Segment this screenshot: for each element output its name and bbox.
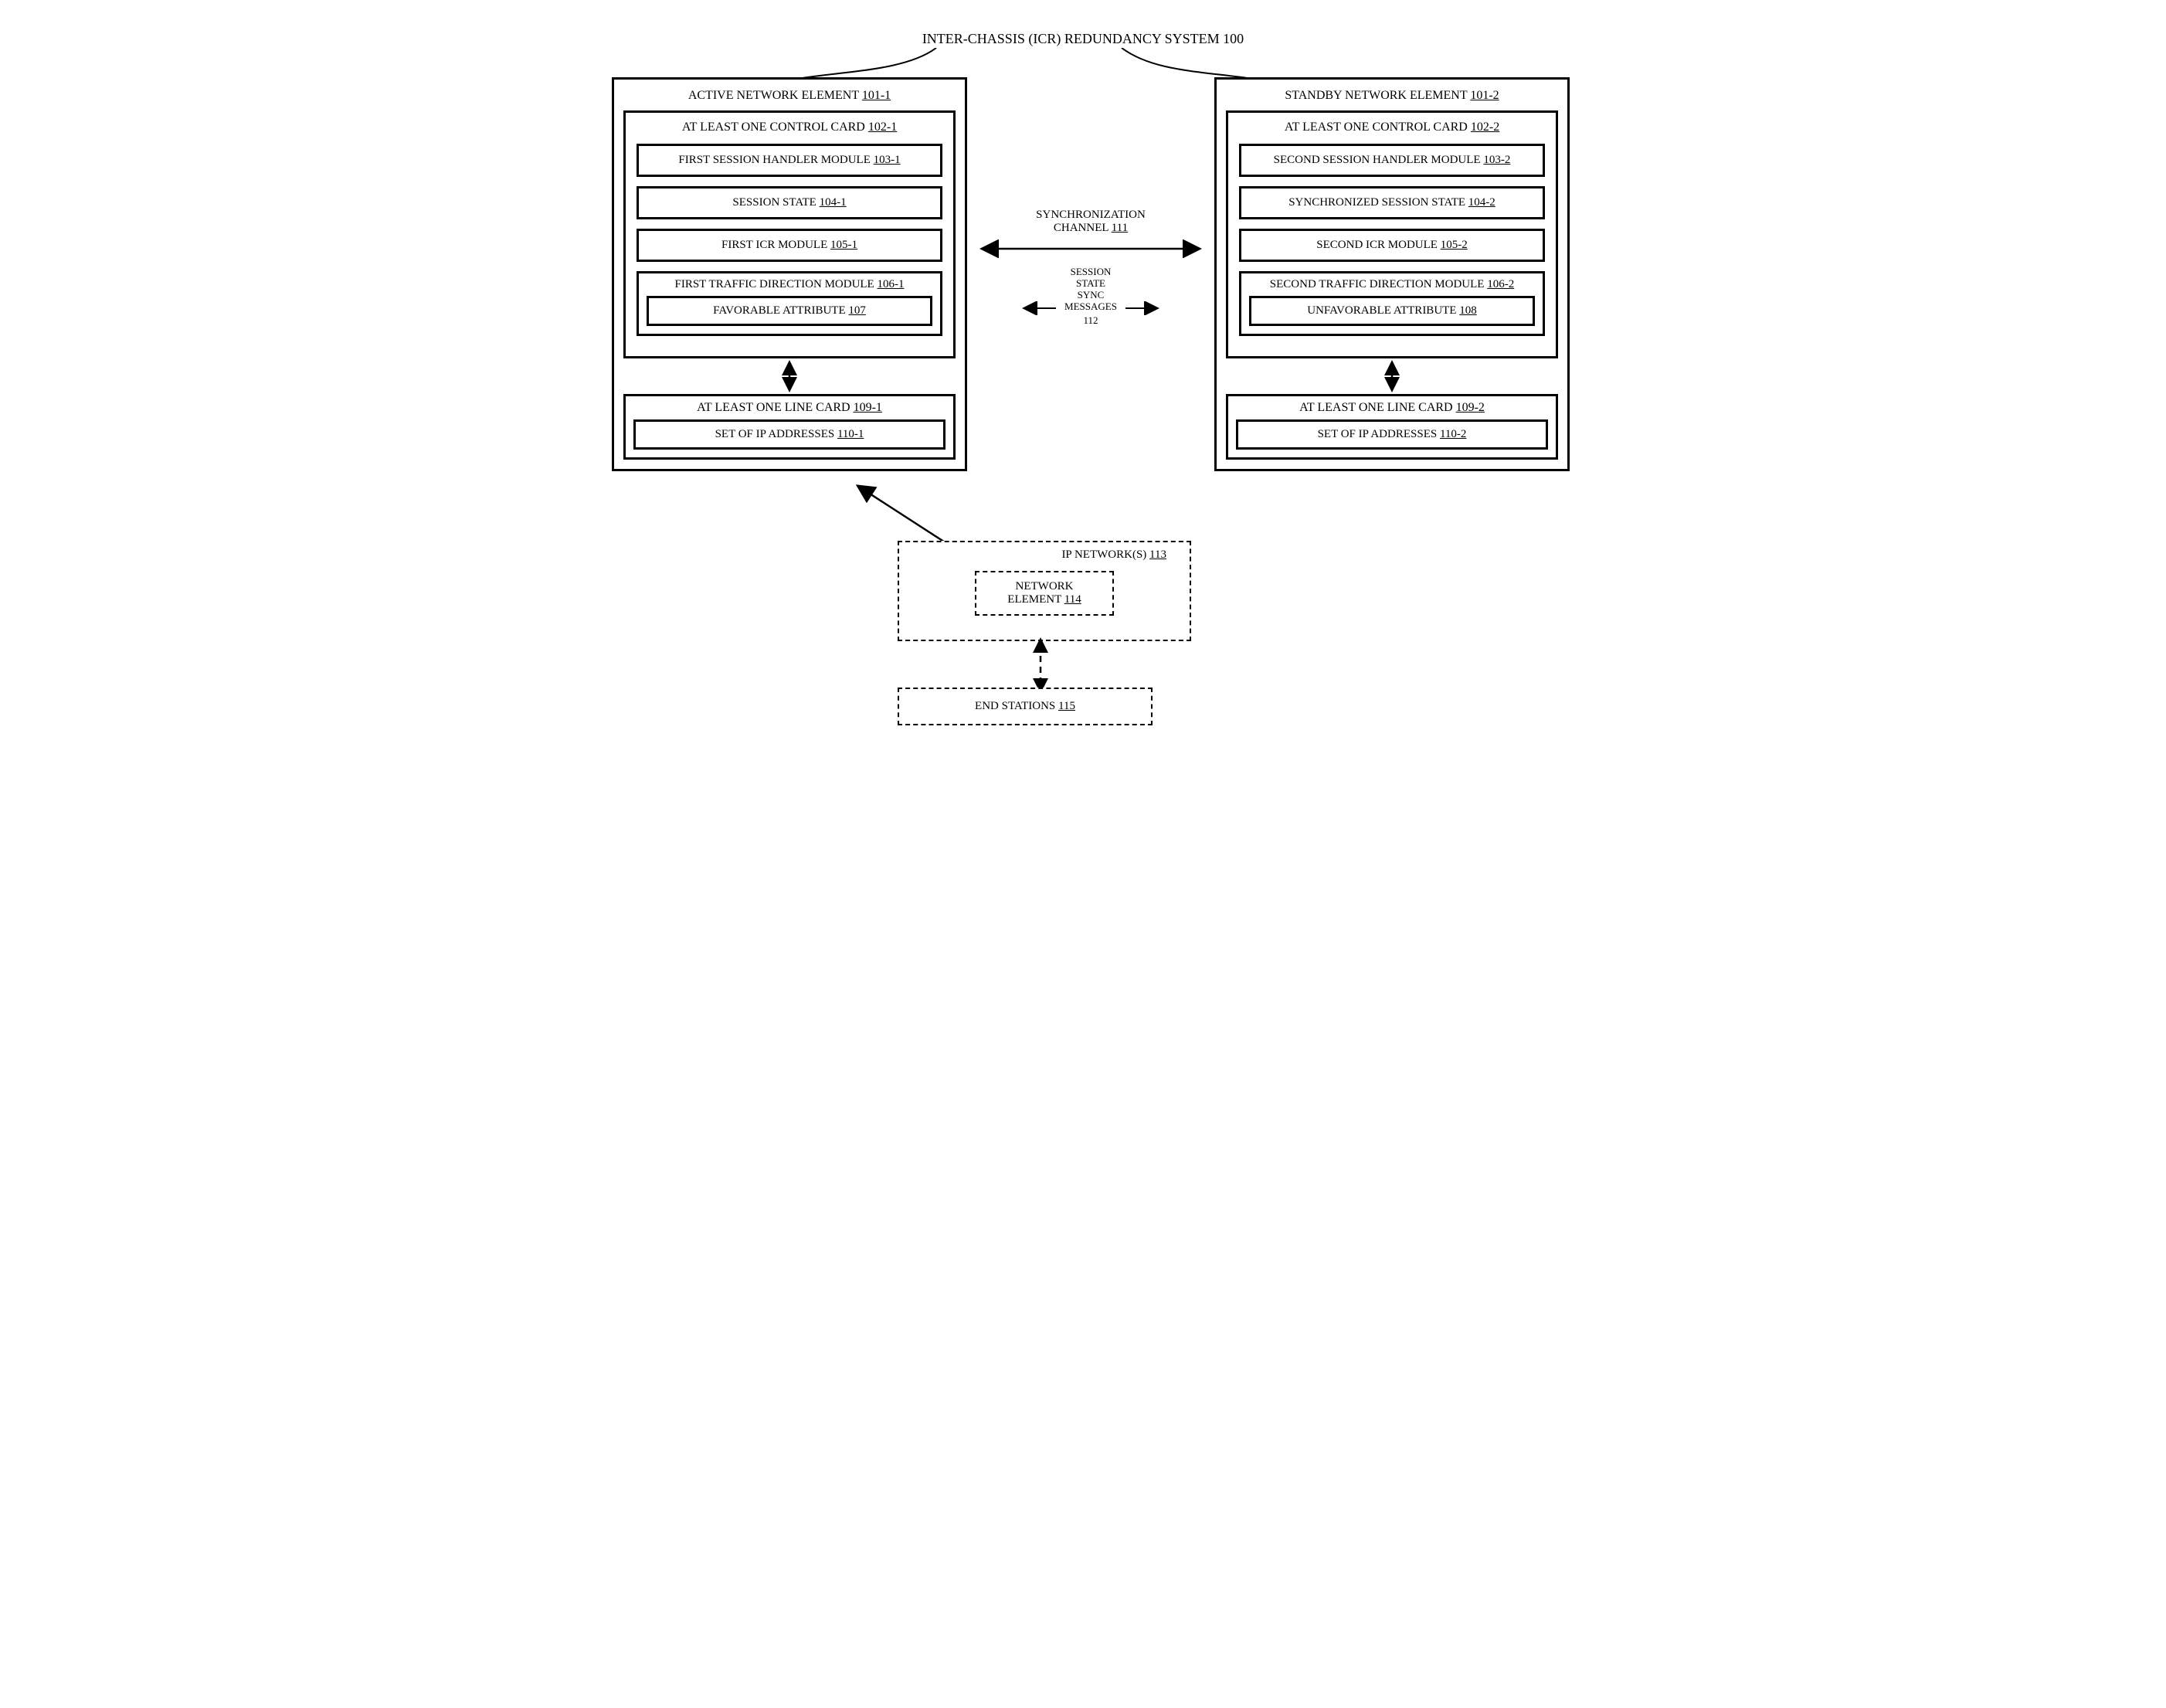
end-stations-text: END STATIONS [975, 700, 1055, 712]
end-stations-box: END STATIONS 115 [898, 688, 1153, 725]
end-stations-ref: 115 [1058, 700, 1075, 712]
diagram-root: INTER-CHASSIS (ICR) REDUNDANCY SYSTEM 10… [581, 31, 1585, 842]
